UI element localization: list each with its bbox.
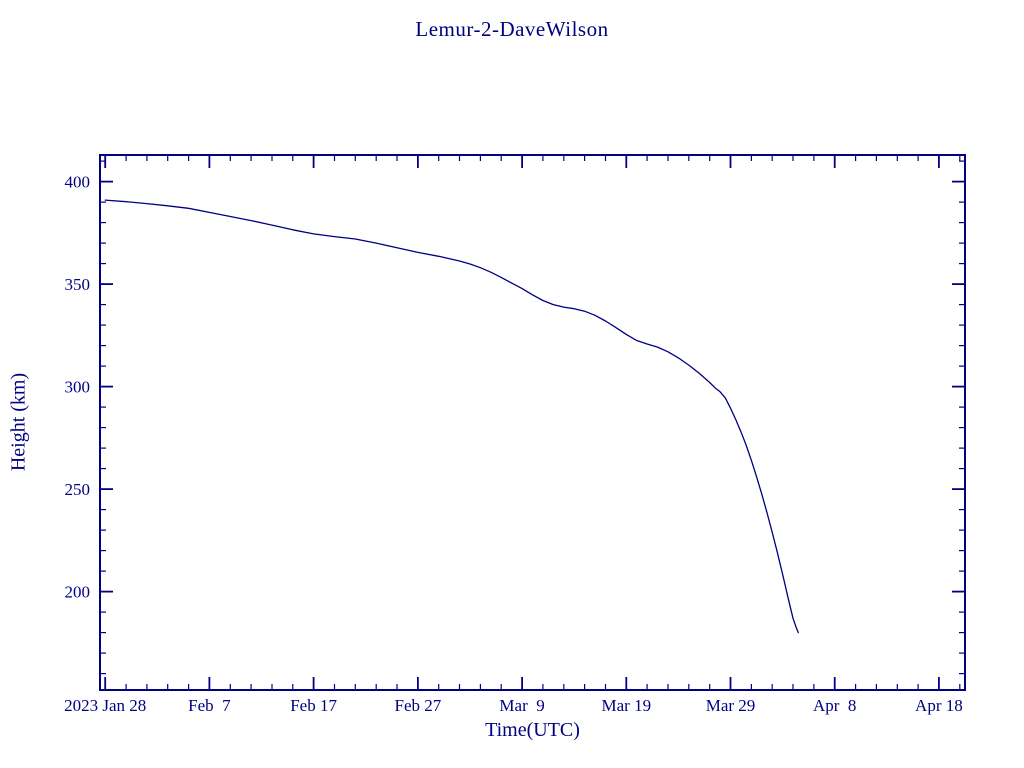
- y-tick-label: 250: [65, 480, 91, 499]
- x-tick-label: Apr 18: [915, 696, 963, 715]
- x-tick-label: Feb 17: [290, 696, 337, 715]
- x-tick-label: 2023 Jan 28: [64, 696, 146, 715]
- chart-title: Lemur-2-DaveWilson: [415, 17, 609, 41]
- x-tick-label: Mar 29: [706, 696, 756, 715]
- plot-frame: [99, 154, 966, 691]
- x-axis-label: Time(UTC): [485, 719, 580, 741]
- y-tick-label: 400: [65, 173, 91, 192]
- y-tick-label: 350: [65, 275, 91, 294]
- x-tick-label: Feb 7: [188, 696, 231, 715]
- x-tick-label: Apr 8: [813, 696, 856, 715]
- x-tick-label: Feb 27: [395, 696, 442, 715]
- height-series-line: [104, 199, 799, 634]
- x-tick-label: Mar 9: [499, 696, 544, 715]
- x-tick-label: Mar 19: [602, 696, 652, 715]
- y-tick-label: 300: [65, 378, 91, 397]
- y-tick-label: 200: [65, 583, 91, 602]
